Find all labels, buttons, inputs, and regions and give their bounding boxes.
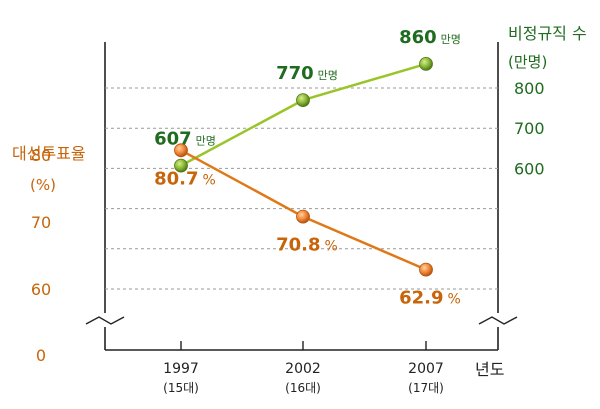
data-label: 80.7% (154, 168, 216, 189)
right-axis-break (478, 316, 518, 325)
data-point (296, 209, 310, 224)
right-axis-tick-label: 700 (514, 119, 545, 138)
data-point (174, 158, 188, 173)
data-point (174, 143, 188, 158)
data-label: 62.9% (399, 288, 461, 309)
data-label-unit: % (203, 172, 216, 188)
x-tick-label: 1997 (163, 361, 199, 377)
left-axis-title: 대선투표율 (12, 144, 86, 163)
data-label-unit: 만명 (196, 135, 216, 148)
left-axis-tick-label: 70 (31, 213, 51, 232)
data-point (419, 57, 433, 71)
data-label-value: 80.7 (154, 168, 198, 189)
right-axis-unit: (만명) (508, 53, 547, 71)
x-axis-ticks: 1997 (15대) 2002 (16대) 2007 (17대) (163, 341, 444, 395)
data-label: 70.8% (276, 235, 338, 256)
right-axis-tick-label: 600 (514, 159, 545, 178)
data-label: 770 만명 (276, 63, 338, 84)
x-axis-title: 년도 (475, 360, 504, 379)
data-label: 860 만명 (399, 27, 461, 48)
data-label-unit: % (448, 292, 461, 308)
x-tick-sublabel: (15대) (163, 381, 199, 395)
data-label-value: 860 (399, 27, 437, 48)
x-tick-sublabel: (17대) (408, 381, 444, 395)
data-label-unit: 만명 (318, 69, 338, 82)
data-point (296, 93, 310, 107)
data-label-value: 62.9 (399, 288, 443, 309)
data-label-value: 70.8 (276, 235, 320, 256)
data-label-unit: 만명 (441, 33, 461, 46)
x-tick-label: 2007 (408, 361, 444, 377)
data-point (419, 262, 433, 277)
left-axis-ticks: 80 70 60 (31, 146, 51, 299)
plot-frame (85, 42, 518, 351)
zero-label: 0 (36, 346, 46, 365)
right-axis-title: 비정규직 수 (508, 24, 587, 43)
x-tick-sublabel: (16대) (285, 381, 321, 395)
right-axis-ticks: 800 700 600 (514, 79, 545, 178)
left-axis-unit: (%) (30, 176, 56, 194)
x-tick-label: 2002 (285, 361, 321, 377)
left-axis-tick-label: 60 (31, 280, 51, 299)
left-axis-tick-label: 80 (31, 146, 51, 165)
right-axis-tick-label: 800 (514, 79, 545, 98)
data-label-unit: % (325, 239, 338, 255)
data-label-value: 770 (276, 63, 314, 84)
left-axis-break (85, 316, 125, 325)
